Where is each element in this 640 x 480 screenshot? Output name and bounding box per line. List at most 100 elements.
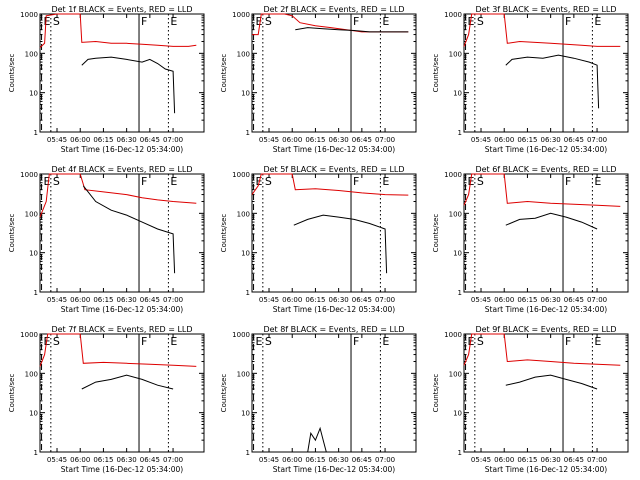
x-tick-label: 06:45 [352,456,372,464]
y-tick-label: 1 [246,449,250,457]
y-tick-label: 10 [241,90,250,98]
x-tick-label: 07:00 [163,136,183,144]
x-tick-label: 05:45 [259,456,279,464]
y-tick-label: 1000 [444,171,462,179]
x-tick-label: 06:30 [329,136,349,144]
y-tick-label: 100 [449,50,462,58]
marker-label: F [141,175,147,188]
marker-label: E [594,335,601,348]
y-tick-label: 100 [237,210,250,218]
series-line-lld [39,173,197,218]
y-tick-label: 100 [237,370,250,378]
y-tick-label: 10 [29,410,38,418]
series-line-events [505,374,598,390]
y-tick-label: 1000 [444,11,462,19]
x-tick-label: 06:30 [541,296,561,304]
y-tick-label: 10 [453,250,462,258]
x-tick-label: 06:00 [282,456,302,464]
y-tick-label: 1 [458,449,462,457]
series-line-lld [39,13,197,48]
plot-frame [251,333,417,453]
y-tick-label: 10 [241,250,250,258]
plot-frame [39,13,205,133]
x-tick-label: 06:00 [282,136,302,144]
panel-6: Det 6f BLACK = Events, RED = LLD 1 10 100 10… [432,165,629,314]
x-axis-label: Start Time (16-Dec-12 05:34:00) [485,465,607,474]
y-tick-label: 1 [246,289,250,297]
x-tick-label: 06:45 [564,456,584,464]
panel-4: Det 4f BLACK = Events, RED = LLD 1 10 100 10… [8,165,205,314]
series-line-lld [463,173,621,207]
marker-label: F [141,335,147,348]
marker-label: E [170,335,177,348]
x-tick-label: 06:00 [494,296,514,304]
y-tick-label: 1000 [20,331,38,339]
panel-2: Det 2f BLACK = Events, RED = LLD 1 10 100 10… [220,5,417,154]
y-tick-label: 1000 [232,171,250,179]
marker-label: E [256,335,263,348]
x-tick-label: 06:30 [117,296,137,304]
plot-frame [463,333,629,453]
x-tick-label: 06:45 [140,136,160,144]
x-tick-label: 06:15 [93,136,113,144]
panel-title: Det 2f BLACK = Events, RED = LLD [263,5,404,14]
y-axis-label: Counts/sec [432,374,440,413]
y-tick-label: 10 [453,410,462,418]
y-tick-label: 100 [25,370,38,378]
x-axis-label: Start Time (16-Dec-12 05:34:00) [273,305,395,314]
marker-label: E [594,175,601,188]
panel-title: Det 8f BLACK = Events, RED = LLD [263,325,404,334]
y-tick-label: 1000 [20,171,38,179]
series-line-events [82,185,176,274]
x-tick-label: 07:00 [163,296,183,304]
y-tick-label: 100 [449,370,462,378]
x-tick-label: 06:30 [541,456,561,464]
x-tick-label: 06:45 [352,136,372,144]
series-line-lld [463,13,621,47]
marker-label: S [265,15,272,28]
x-tick-label: 06:30 [329,456,349,464]
marker-label: E [594,15,601,28]
panel-title: Det 1f BLACK = Events, RED = LLD [51,5,192,14]
plot-frame [39,173,205,293]
series-line-lld [251,173,409,196]
series-line-events [293,214,388,274]
plot-frame [463,13,629,133]
y-tick-label: 1000 [444,331,462,339]
marker-label: S [53,175,60,188]
x-tick-label: 06:45 [564,136,584,144]
x-tick-label: 06:00 [70,136,90,144]
marker-label: E [382,335,389,348]
y-tick-label: 1 [34,289,38,297]
x-tick-label: 06:30 [541,136,561,144]
marker-label: F [141,15,147,28]
series-line-events [81,374,174,390]
y-tick-label: 10 [29,90,38,98]
y-tick-label: 1 [246,129,250,137]
marker-label: S [477,15,484,28]
x-tick-label: 06:15 [305,296,325,304]
marker-label: S [53,335,60,348]
x-tick-label: 05:45 [471,456,491,464]
y-tick-label: 10 [29,250,38,258]
marker-label: S [53,15,60,28]
marker-label: E [44,175,51,188]
x-tick-label: 05:45 [471,136,491,144]
x-tick-label: 05:45 [47,296,67,304]
x-tick-label: 06:15 [517,296,537,304]
x-tick-label: 06:45 [140,456,160,464]
x-axis-label: Start Time (16-Dec-12 05:34:00) [273,465,395,474]
y-axis-label: Counts/sec [220,374,228,413]
x-tick-label: 06:45 [140,296,160,304]
plot-frame [463,173,629,293]
y-tick-label: 10 [241,410,250,418]
x-tick-label: 06:15 [517,456,537,464]
panel-title: Det 6f BLACK = Events, RED = LLD [475,165,616,174]
x-axis-label: Start Time (16-Dec-12 05:34:00) [485,145,607,154]
plot-frame [251,13,417,133]
series-line-lld [463,333,621,366]
y-tick-label: 100 [25,50,38,58]
y-tick-label: 1 [34,449,38,457]
series-line-events [81,56,176,114]
y-tick-label: 1000 [20,11,38,19]
